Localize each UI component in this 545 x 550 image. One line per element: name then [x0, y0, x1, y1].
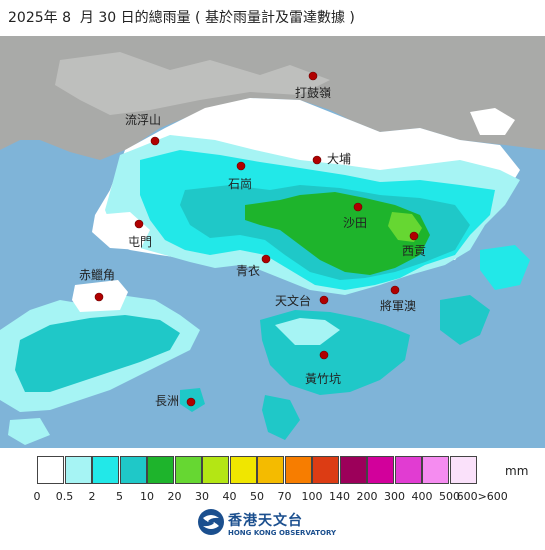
- station-label: 屯門: [128, 235, 152, 249]
- legend-tick-label: 20: [167, 490, 182, 503]
- station-marker: [319, 350, 329, 360]
- station-marker: [150, 136, 160, 146]
- legend-swatch: [92, 456, 119, 484]
- hk-island-light: [275, 318, 340, 345]
- legend-tick-label: 5: [116, 490, 123, 503]
- station-label: 赤鱲角: [79, 268, 115, 282]
- station-marker: [390, 285, 400, 295]
- legend-tick-label: 0: [33, 490, 41, 503]
- station-marker: [134, 219, 144, 229]
- legend-swatch: [147, 456, 174, 484]
- legend-tick-label: 10: [140, 490, 154, 503]
- legend-tick-label: 100: [301, 490, 323, 503]
- urban-texture: [55, 52, 330, 115]
- station-label: 沙田: [343, 216, 367, 230]
- legend-unit: mm: [505, 464, 529, 478]
- legend-swatch: [174, 456, 202, 484]
- station-marker: [261, 254, 271, 264]
- legend-swatch: [202, 456, 229, 484]
- station-label: 流浮山: [125, 113, 161, 127]
- legend-tick-label: 140: [329, 490, 350, 503]
- logo-name-en: HONG KONG OBSERVATORY: [228, 529, 337, 537]
- station-marker: [308, 71, 318, 81]
- legend-tick-label: 2: [88, 490, 96, 503]
- legend-tick-label: 30: [195, 490, 209, 503]
- map-title: 2025年 8 月 30 日的總雨量 ( 基於雨量計及雷達數據 ): [8, 10, 355, 26]
- observatory-logo: 香港天文台 HONG KONG OBSERVATORY: [197, 508, 336, 540]
- legend-tick-label: 70: [277, 490, 292, 503]
- station-label: 天文台: [275, 293, 311, 308]
- station-label: 長洲: [155, 394, 179, 408]
- legend-tick-label: 500: [439, 490, 460, 503]
- tuen-mun-white: [92, 212, 150, 250]
- station-marker: [319, 295, 329, 305]
- hko-emblem-icon: [198, 509, 224, 535]
- lamma-island: [262, 395, 300, 440]
- legend-swatch: [37, 456, 64, 484]
- north-islands: [470, 108, 515, 135]
- legend-swatch: [422, 456, 449, 484]
- legend-swatch: [367, 456, 394, 484]
- legend-tick-label: 200: [356, 490, 378, 503]
- station-marker: [353, 202, 363, 212]
- legend-tick-label: 0.5: [55, 490, 74, 503]
- rain-band-green: [245, 192, 430, 275]
- station-marker: [312, 155, 322, 165]
- station-label: 打鼓嶺: [295, 86, 331, 100]
- logo-name-cn: 香港天文台: [228, 513, 303, 529]
- station-label: 將軍澳: [380, 298, 416, 313]
- station-marker: [186, 397, 196, 407]
- lantau-cyan: [15, 315, 180, 392]
- east-islands: [480, 245, 530, 290]
- station-marker: [94, 292, 104, 302]
- station-label: 青衣: [236, 263, 260, 278]
- sai-kung-islands: [440, 295, 490, 345]
- legend-tick-label: 40: [222, 490, 237, 503]
- legend-tick-label: 400: [411, 490, 433, 503]
- station-label: 黃竹坑: [305, 371, 341, 386]
- station-label: 西貢: [402, 244, 426, 258]
- legend-swatch: [394, 456, 422, 484]
- lantau-west-islands: [8, 418, 50, 445]
- legend-swatch: [284, 456, 312, 484]
- legend-tick-label: 50: [250, 490, 264, 503]
- station-label: 石崗: [228, 177, 252, 191]
- legend-swatch: [312, 456, 339, 484]
- rainfall-map: 打鼓嶺 流浮山 石崗 大埔 屯門 沙田 西貢 青衣 赤鱲角 天文台 將軍澳 黃竹…: [0, 36, 545, 448]
- legend-swatch: [339, 456, 367, 484]
- legend-swatch: [449, 456, 477, 484]
- legend-tick-label: 600>600: [456, 490, 508, 503]
- station-marker: [236, 161, 246, 171]
- legend-swatch: [119, 456, 147, 484]
- station-label: 大埔: [327, 152, 351, 166]
- legend-swatch: [229, 456, 257, 484]
- legend-tick-label: 300: [384, 490, 405, 503]
- legend-swatch: [64, 456, 92, 484]
- station-marker: [409, 231, 419, 241]
- legend-swatch: [257, 456, 284, 484]
